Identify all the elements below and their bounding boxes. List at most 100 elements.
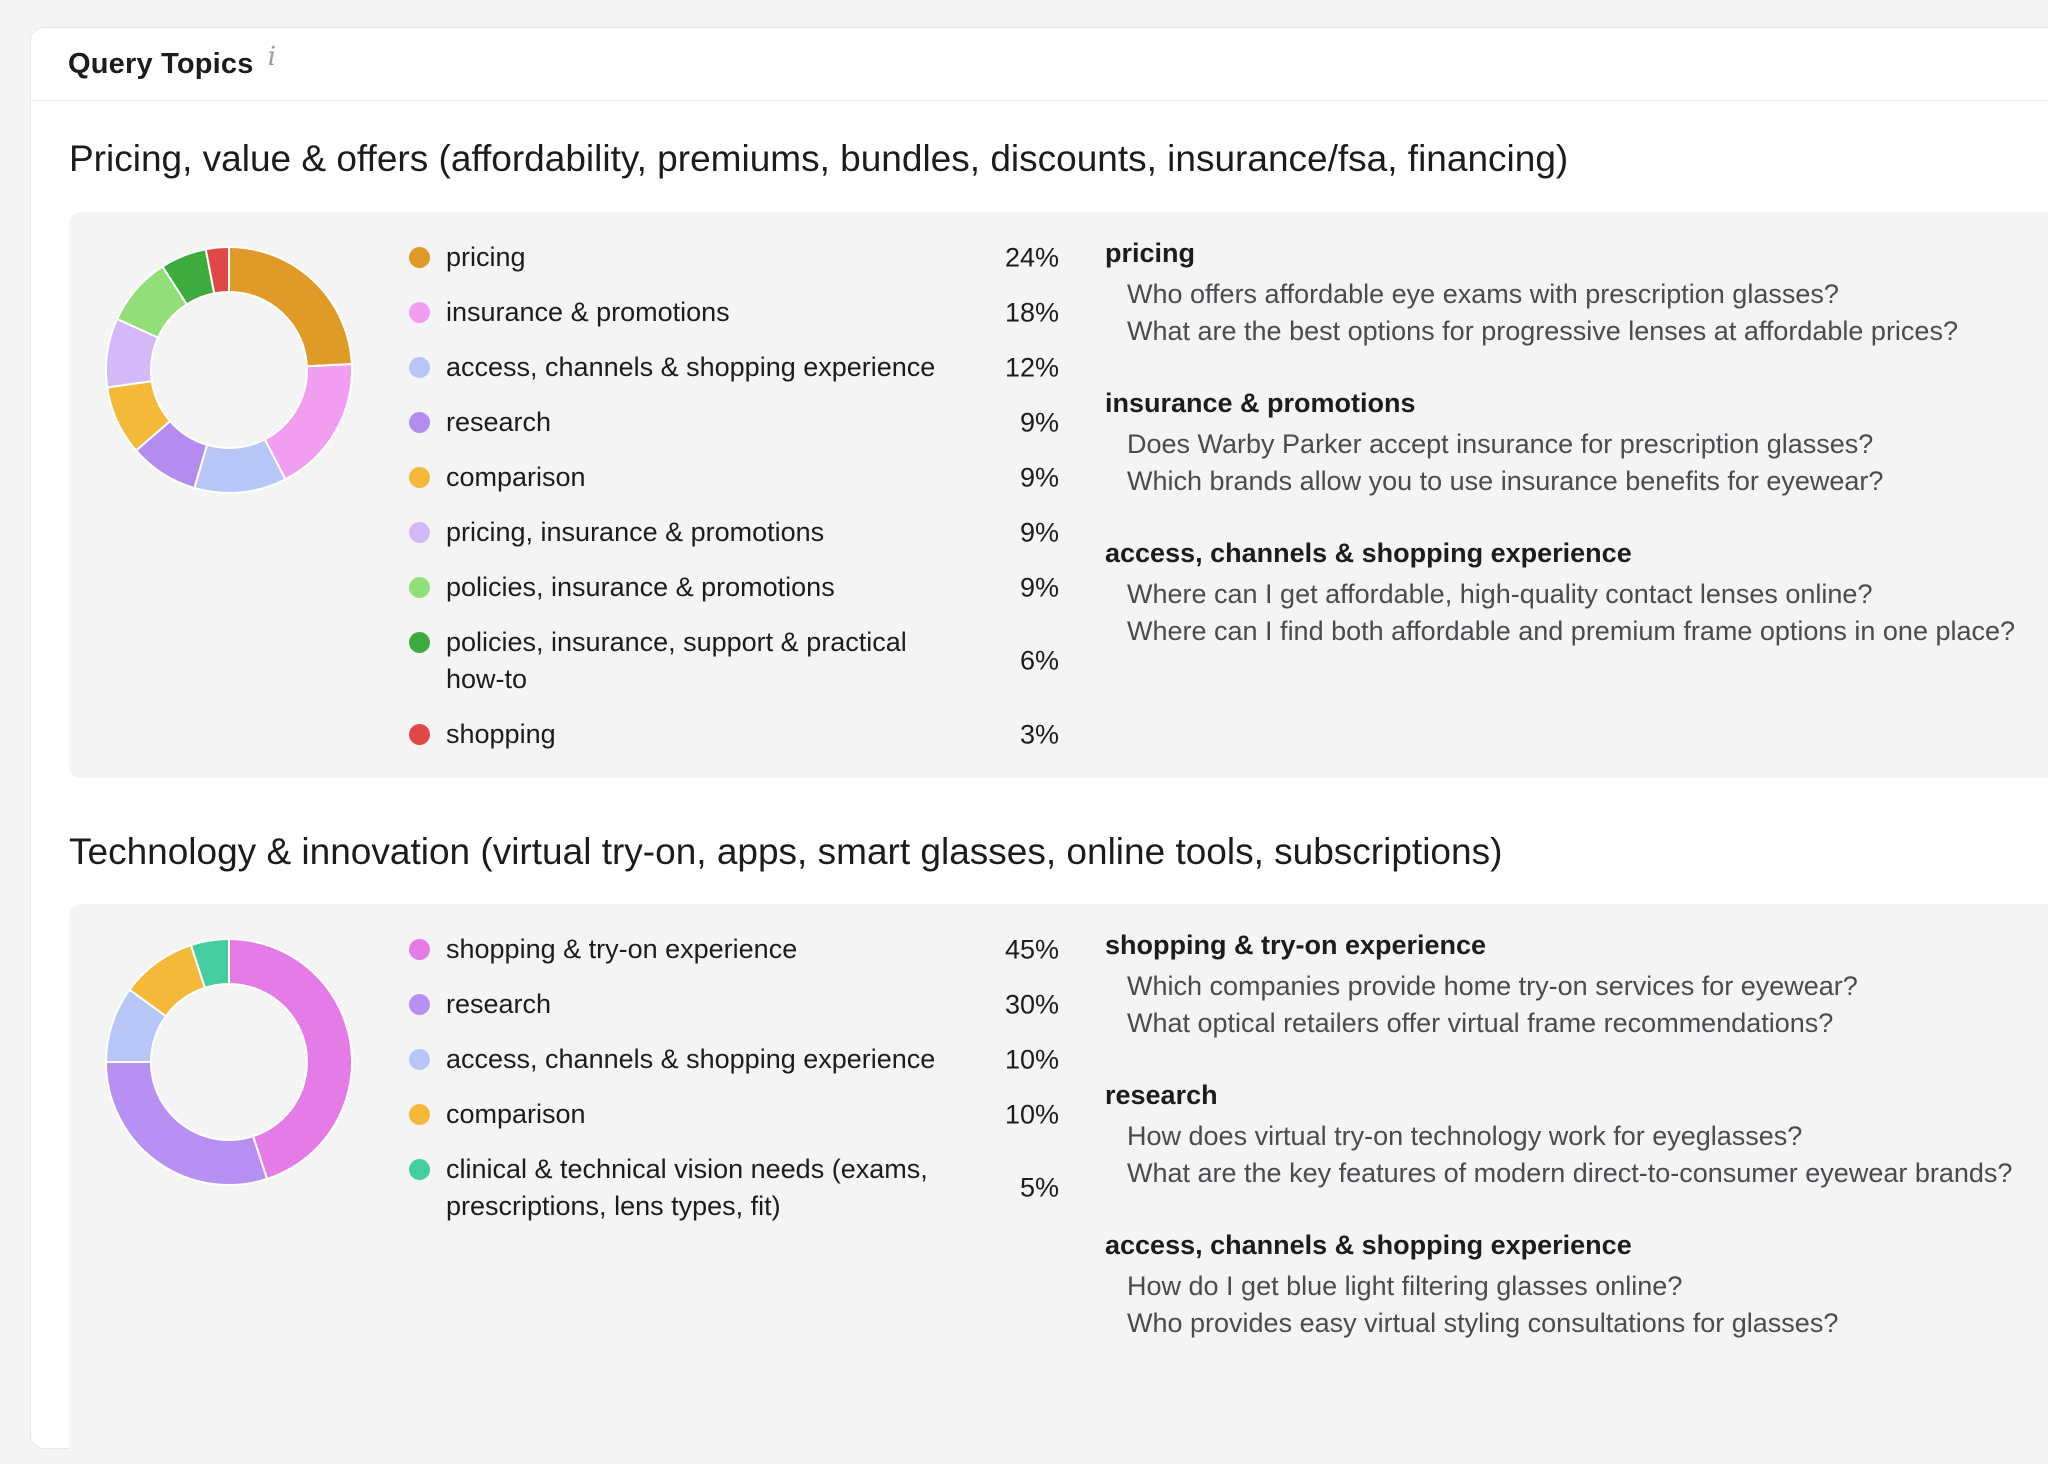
legend-percent: 9% <box>1019 572 1059 602</box>
legend-label: clinical & technical vision needs (exams… <box>446 1154 928 1221</box>
legend-label: pricing, insurance & promotions <box>446 517 825 547</box>
legend-percent: 24% <box>1004 242 1059 272</box>
donut-chart <box>105 938 353 1186</box>
legend-label: comparison <box>446 462 586 492</box>
example-query: How do I get blue light filtering glasse… <box>1127 1271 1683 1301</box>
example-query: Does Warby Parker accept insurance for p… <box>1127 429 1874 459</box>
example-queries: pricing Who offers affordable eye exams w… <box>1105 230 2048 680</box>
example-topic-heading: research <box>1105 1080 1218 1110</box>
donut-slice[interactable] <box>189 938 230 990</box>
legend-label: access, channels & shopping experience <box>446 1044 936 1074</box>
legend-color-dot <box>409 1049 430 1070</box>
legend-label: shopping & try-on experience <box>446 934 798 964</box>
example-query: What are the best options for progressiv… <box>1127 316 1958 346</box>
legend-item[interactable]: research 30% <box>409 977 1059 1032</box>
legend-label: research <box>446 407 552 437</box>
example-group: pricing Who offers affordable eye exams w… <box>1105 230 2048 350</box>
legend-label: pricing <box>446 242 526 272</box>
example-query: Who offers affordable eye exams with pre… <box>1127 279 1839 309</box>
example-query: Which brands allow you to use insurance … <box>1127 466 1884 496</box>
example-query: Which companies provide home try-on serv… <box>1127 971 1858 1001</box>
legend-item[interactable]: shopping 3% <box>409 707 1059 762</box>
legend-color-dot <box>409 302 430 323</box>
example-query: What optical retailers offer virtual fra… <box>1127 1008 1834 1038</box>
section-title: Technology & innovation (virtual try-on,… <box>69 831 1503 872</box>
legend-label: access, channels & shopping experience <box>446 352 936 382</box>
legend-item[interactable]: access, channels & shopping experience 10… <box>409 1032 1059 1087</box>
card-title: Query Topics <box>68 47 254 80</box>
example-query: How does virtual try-on technology work … <box>1127 1121 1803 1151</box>
topic-legend: pricing 24% insurance & promotions 18% acces… <box>409 230 1059 762</box>
example-group: research How does virtual try-on technolo… <box>1105 1072 2048 1192</box>
legend-item[interactable]: insurance & promotions 18% <box>409 285 1059 340</box>
example-topic-heading: pricing <box>1105 238 1196 268</box>
example-query: Where can I find both affordable and pre… <box>1127 616 2016 646</box>
example-queries: shopping & try-on experience Which compan… <box>1105 922 2048 1372</box>
legend-percent: 10% <box>1004 1099 1059 1129</box>
example-topic-heading: shopping & try-on experience <box>1105 930 1487 960</box>
legend-color-dot <box>409 577 430 598</box>
legend-color-dot <box>409 1104 430 1125</box>
example-group: access, channels & shopping experience Wh… <box>1105 530 2048 650</box>
legend-label: policies, insurance & promotions <box>446 572 835 602</box>
query-topics-card: Query Topics i Pricing, value & offers (… <box>30 27 2048 1464</box>
legend-item[interactable]: policies, insurance & promotions 9% <box>409 560 1059 615</box>
legend-label: insurance & promotions <box>446 297 730 327</box>
example-query: What are the key features of modern dire… <box>1127 1158 2013 1188</box>
legend-label: shopping <box>446 719 556 749</box>
example-query: Where can I get affordable, high-quality… <box>1127 579 1873 609</box>
legend-item[interactable]: policies, insurance, support & practical… <box>409 615 1059 707</box>
legend-color-dot <box>409 994 430 1015</box>
donut-slice[interactable] <box>263 363 353 481</box>
legend-item[interactable]: access, channels & shopping experience 12… <box>409 340 1059 395</box>
topic-panel: shopping & try-on experience 45% research 3… <box>69 904 2048 1464</box>
legend-percent: 12% <box>1004 352 1059 382</box>
legend-item[interactable]: clinical & technical vision needs (exams… <box>409 1142 1059 1234</box>
legend-item[interactable]: pricing, insurance & promotions 9% <box>409 505 1059 560</box>
legend-color-dot <box>409 939 430 960</box>
legend-color-dot <box>409 357 430 378</box>
example-group: insurance & promotions Does Warby Parker … <box>1105 380 2048 500</box>
legend-label: comparison <box>446 1099 586 1129</box>
legend-percent: 3% <box>1019 719 1059 749</box>
card-header: Query Topics i <box>31 28 2048 101</box>
donut-slice[interactable] <box>228 938 353 1181</box>
example-topic-heading: access, channels & shopping experience <box>1105 1230 1632 1260</box>
legend-color-dot <box>409 1159 430 1180</box>
legend-color-dot <box>409 632 430 653</box>
legend-color-dot <box>409 467 430 488</box>
legend-color-dot <box>409 522 430 543</box>
legend-label: research <box>446 989 552 1019</box>
donut-slice[interactable] <box>228 246 353 368</box>
donut-slice[interactable] <box>105 1061 269 1186</box>
legend-percent: 18% <box>1004 297 1059 327</box>
example-query: Who provides easy virtual styling consul… <box>1127 1308 1839 1338</box>
legend-percent: 9% <box>1019 462 1059 492</box>
example-group: shopping & try-on experience Which compan… <box>1105 922 2048 1042</box>
legend-percent: 45% <box>1004 934 1059 964</box>
legend-color-dot <box>409 247 430 268</box>
legend-percent: 9% <box>1019 517 1059 547</box>
legend-item[interactable]: comparison 10% <box>409 1087 1059 1142</box>
legend-percent: 9% <box>1019 407 1059 437</box>
legend-percent: 5% <box>1019 1172 1059 1203</box>
legend-color-dot <box>409 724 430 745</box>
legend-color-dot <box>409 412 430 433</box>
legend-item[interactable]: comparison 9% <box>409 450 1059 505</box>
legend-percent: 30% <box>1004 989 1059 1019</box>
info-icon[interactable]: i <box>267 42 276 72</box>
legend-item[interactable]: shopping & try-on experience 45% <box>409 922 1059 977</box>
example-topic-heading: insurance & promotions <box>1105 388 1416 418</box>
topic-legend: shopping & try-on experience 45% research 3… <box>409 922 1059 1234</box>
donut-chart <box>105 246 353 494</box>
example-group: access, channels & shopping experience Ho… <box>1105 1222 2048 1342</box>
legend-percent: 10% <box>1004 1044 1059 1074</box>
topic-panel: pricing 24% insurance & promotions 18% acces… <box>69 212 2048 778</box>
legend-item[interactable]: pricing 24% <box>409 230 1059 285</box>
example-topic-heading: access, channels & shopping experience <box>1105 538 1632 568</box>
legend-percent: 6% <box>1019 645 1059 676</box>
legend-label: policies, insurance, support & practical… <box>446 627 907 694</box>
section-title: Pricing, value & offers (affordability, … <box>69 138 1569 179</box>
donut-slice[interactable] <box>204 246 230 295</box>
legend-item[interactable]: research 9% <box>409 395 1059 450</box>
